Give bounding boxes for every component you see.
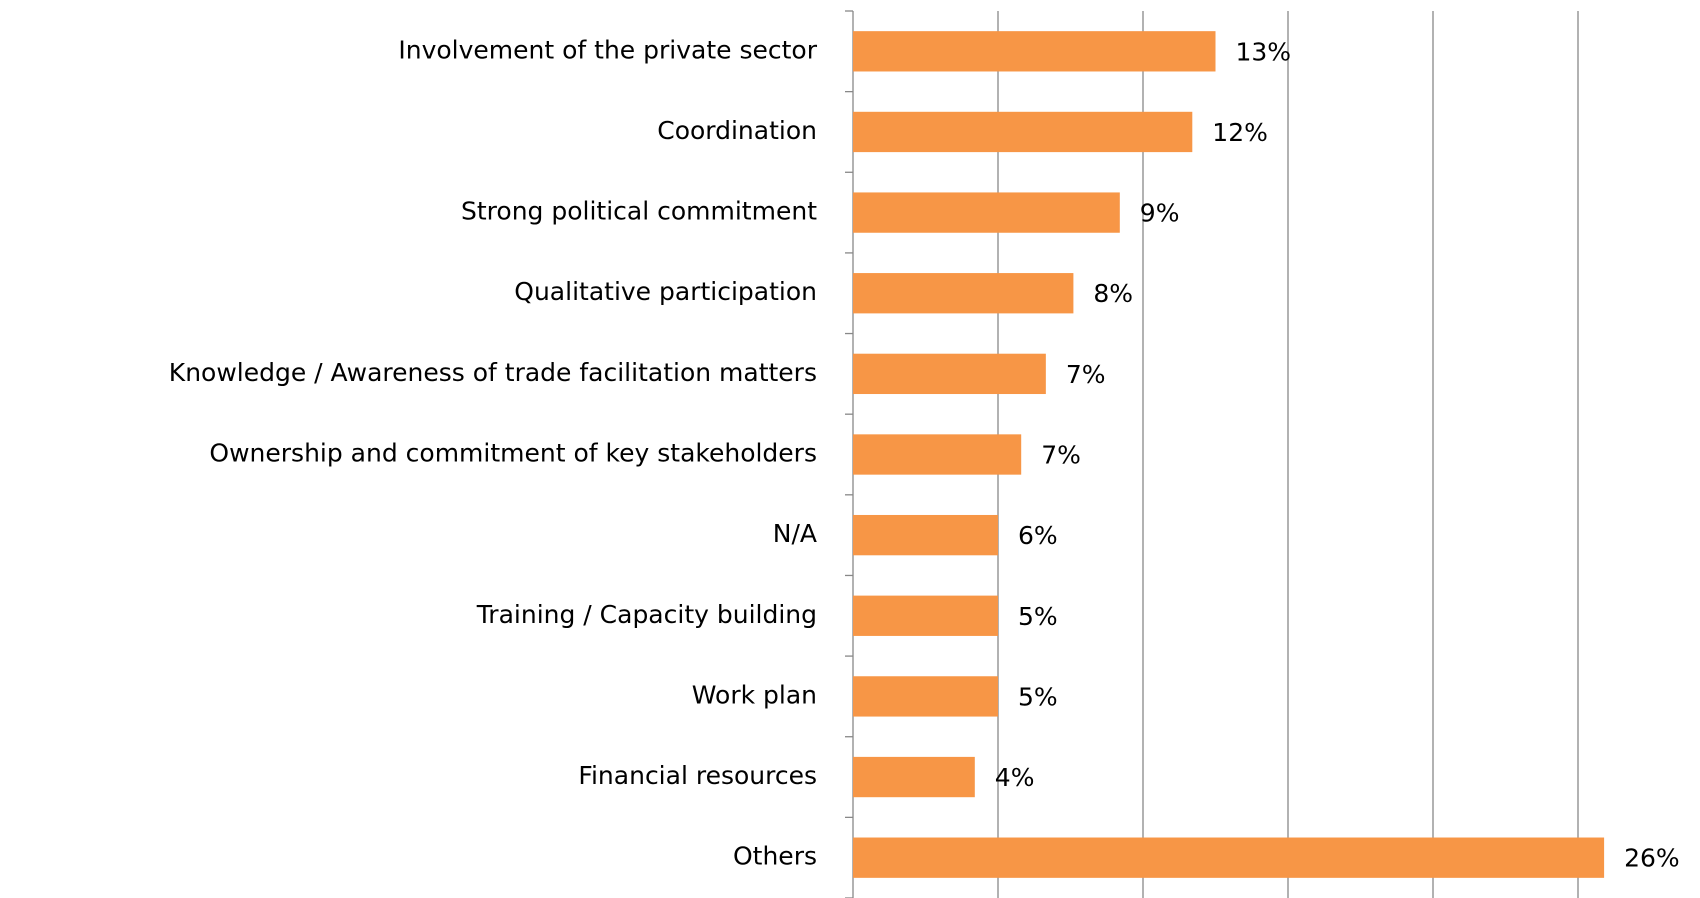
value-label: 7% (1066, 360, 1106, 389)
bar (853, 837, 1605, 878)
y-tick-label: Ownership and commitment of key stakehol… (209, 439, 817, 468)
bar (853, 756, 975, 798)
bar (853, 111, 1193, 153)
value-label: 9% (1140, 199, 1180, 228)
y-tick-label: Work plan (692, 680, 817, 709)
value-label: 7% (1041, 441, 1081, 470)
bar (853, 192, 1120, 233)
y-tick-label: N/A (773, 519, 817, 548)
y-tick-label: Others (733, 842, 817, 871)
value-label: 6% (1018, 521, 1058, 550)
bar (853, 31, 1216, 72)
y-tick-label: Strong political commitment (461, 197, 817, 226)
y-tick-label: Coordination (657, 116, 817, 145)
bar (853, 514, 998, 556)
y-tick-label: Financial resources (578, 761, 817, 790)
value-label: 4% (995, 763, 1035, 792)
y-tick-label: Qualitative participation (514, 277, 817, 306)
value-label: 12% (1212, 118, 1268, 147)
y-tick-label: Training / Capacity building (476, 600, 817, 629)
value-label: 8% (1093, 279, 1133, 308)
value-label: 26% (1624, 844, 1680, 873)
value-label: 5% (1018, 602, 1058, 631)
value-label: 13% (1236, 37, 1292, 66)
bar (853, 676, 998, 717)
bar (853, 353, 1046, 395)
y-tick-label: Knowledge / Awareness of trade facilitat… (169, 358, 817, 387)
bar (853, 273, 1074, 314)
bar (853, 434, 1022, 475)
value-label: 5% (1018, 682, 1058, 711)
bar (853, 595, 998, 636)
y-tick-label: Involvement of the private sector (398, 35, 817, 64)
